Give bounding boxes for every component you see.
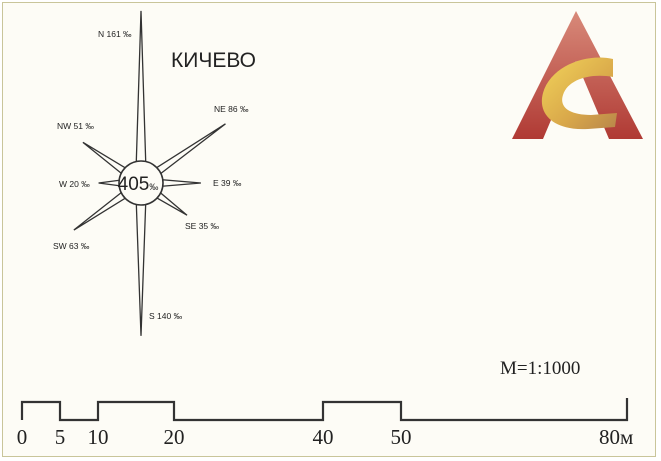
label-n: N 161 ‰: [98, 29, 132, 39]
scale-bar-line: [20, 398, 629, 422]
drawing-sheet: КИЧЕВО 405‰ N 161 ‰ NE 86 ‰ E 39 ‰ SE 35…: [2, 2, 656, 457]
scale-tick-80: 80м: [599, 425, 633, 449]
wind-ray-s: [135, 194, 147, 336]
company-logo: [512, 11, 643, 139]
label-ne: NE 86 ‰: [214, 104, 249, 114]
label-s: S 140 ‰: [149, 311, 183, 321]
scale-tick-0: 0: [17, 425, 28, 449]
scale-tick-20: 20: [164, 425, 185, 449]
drawing-canvas: КИЧЕВО 405‰ N 161 ‰ NE 86 ‰ E 39 ‰ SE 35…: [17, 10, 643, 449]
wind-rose-hub: [118, 160, 164, 206]
wind-rose: 405‰ N 161 ‰ NE 86 ‰ E 39 ‰ SE 35 ‰ S 14…: [53, 10, 249, 336]
label-sw: SW 63 ‰: [53, 241, 90, 251]
label-nw: NW 51 ‰: [57, 121, 94, 131]
town-title: КИЧЕВО: [171, 49, 256, 72]
scale-bar: [20, 398, 629, 422]
label-w: W 20 ‰: [59, 179, 90, 189]
wind-ray-n: [135, 10, 147, 172]
scale-tick-5: 5: [55, 425, 66, 449]
label-se: SE 35 ‰: [185, 221, 220, 231]
scale-tick-40: 40: [313, 425, 334, 449]
scale-tick-10: 10: [88, 425, 109, 449]
scale-tick-50: 50: [391, 425, 412, 449]
scale-ticks: 0 5 10 20 40 50 80м: [17, 425, 634, 449]
label-e: E 39 ‰: [213, 178, 242, 188]
wind-rose-total: 405‰: [118, 174, 159, 195]
logo-swoosh: [541, 57, 617, 130]
scale-ratio: M=1:1000: [500, 358, 580, 379]
